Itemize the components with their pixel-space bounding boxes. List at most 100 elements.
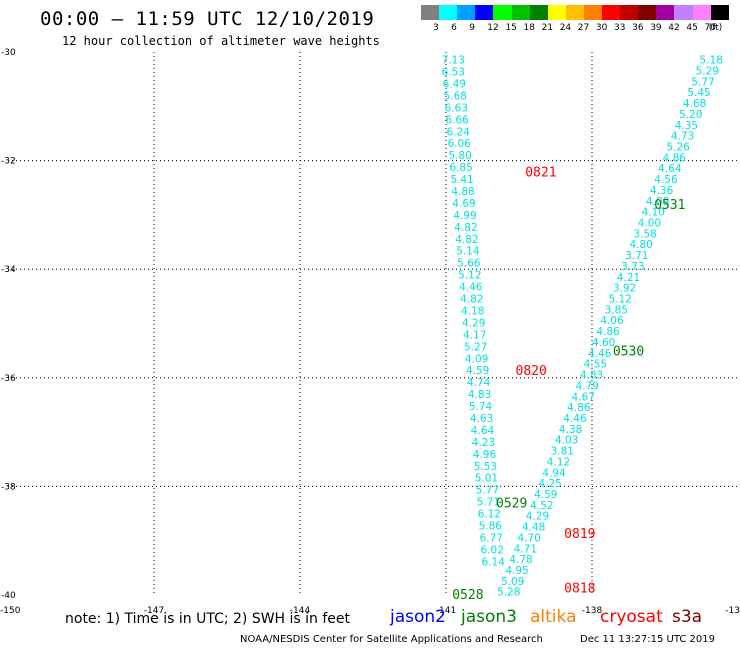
wave-height-value: 4.82	[454, 222, 477, 234]
wave-height-value: 4.79	[575, 380, 598, 392]
wave-height-value: 4.46	[563, 413, 587, 425]
wave-height-value: 6.66	[445, 114, 469, 126]
pass-time-label: 0531	[654, 198, 685, 213]
track-pass-0821-0819: 7.136.536.495.686.636.666.246.065.806.85…	[442, 55, 506, 569]
legend-swatch	[638, 5, 657, 20]
wave-height-value: 4.21	[617, 272, 640, 284]
wave-height-value: 4.38	[559, 424, 582, 436]
legend-swatch	[475, 5, 494, 20]
wave-height-value: 4.86	[596, 326, 620, 338]
wave-height-value: 6.53	[442, 67, 465, 79]
wave-height-value: 4.12	[547, 456, 570, 468]
legend-swatch	[511, 5, 531, 20]
legend-swatch	[421, 5, 440, 20]
altimeter-tracks: 7.136.536.495.686.636.666.246.065.806.85…	[442, 55, 723, 599]
legend-swatch	[620, 5, 639, 20]
wave-height-value: 4.99	[453, 210, 476, 222]
wave-height-value: 4.17	[463, 329, 486, 341]
wave-height-value: 7.13	[442, 55, 465, 67]
satellite-altika: altika	[530, 607, 577, 627]
wave-height-value: 4.94	[542, 467, 566, 479]
legend-label: 39	[650, 23, 662, 33]
satellite-jason3: jason3	[461, 607, 517, 627]
lat-tick-label: -36	[1, 374, 16, 384]
wave-height-value: 4.63	[470, 413, 493, 425]
wave-height-value: 4.25	[538, 478, 561, 490]
wave-height-value: 3.85	[605, 304, 628, 316]
wave-height-value: 6.14	[482, 556, 506, 568]
legend-swatch	[493, 5, 512, 20]
legend-label: 21	[541, 23, 554, 33]
wave-height-value: 6.77	[480, 532, 503, 544]
legend-label: 70	[704, 23, 716, 33]
wave-height-value: 5.68	[444, 90, 467, 102]
legend-label: 42	[668, 23, 680, 33]
map-title: 00:00 – 11:59 UTC 12/10/2019	[40, 8, 375, 30]
wave-height-value: 4.88	[451, 186, 474, 198]
lon-tick-label: -141	[436, 606, 456, 616]
wave-height-value: 4.18	[461, 305, 484, 317]
wave-height-value: 4.83	[580, 370, 603, 382]
wave-height-value: 4.64	[471, 425, 495, 437]
lat-tick-label: -34	[1, 265, 16, 275]
wave-height-value: 5.66	[457, 258, 481, 270]
wave-height-value: 4.96	[473, 449, 497, 461]
wave-height-value: 4.73	[671, 131, 694, 143]
track-pass-0531-0528: 5.185.295.775.454.685.204.354.735.264.86…	[497, 55, 723, 599]
wave-height-value: 4.68	[683, 98, 706, 110]
wave-height-value: 5.74	[469, 401, 493, 413]
wave-height-value: 4.56	[654, 174, 678, 186]
wave-height-value: 4.83	[468, 389, 491, 401]
wave-height-value: 6.12	[478, 509, 501, 521]
legend-swatch	[529, 5, 549, 20]
wave-height-value: 5.71	[477, 497, 500, 509]
wave-height-value: 5.09	[501, 576, 524, 588]
legend-label: 9	[469, 23, 475, 33]
wave-height-value: 5.20	[679, 109, 702, 121]
legend-swatch	[710, 5, 730, 20]
wave-height-value: 4.64	[658, 163, 682, 175]
wave-height-value: 4.59	[534, 489, 557, 501]
legend-swatch	[674, 5, 693, 20]
wave-height-value: 5.14	[456, 246, 480, 258]
wave-height-value: 5.45	[687, 87, 710, 99]
wave-height-value: 5.28	[497, 587, 520, 599]
satellite-jason2: jason2	[390, 607, 446, 627]
wave-height-value: 6.02	[481, 544, 504, 556]
wave-height-value: 3.71	[625, 250, 648, 262]
legend-label: 33	[614, 23, 626, 33]
wave-height-value: 5.26	[666, 141, 690, 153]
wave-height-value: 5.86	[479, 520, 503, 532]
satellite-s3a: s3a	[672, 607, 703, 627]
wave-height-value: 4.06	[600, 315, 624, 327]
wave-height-value: 4.69	[452, 198, 475, 210]
legend-swatch	[583, 5, 603, 20]
wave-height-value: 4.86	[567, 402, 591, 414]
lon-tick-label: -147	[144, 606, 164, 616]
wave-height-value: 3.73	[621, 261, 644, 273]
lon-tick-label: -13	[725, 606, 740, 616]
wave-height-value: 4.67	[572, 391, 595, 403]
wave-height-value: 5.18	[700, 55, 723, 67]
wave-height-value: 4.23	[472, 437, 495, 449]
wave-height-value: 4.36	[650, 185, 674, 197]
wave-height-value: 4.29	[526, 511, 549, 523]
legend-swatch	[656, 5, 675, 20]
wave-height-value: 4.09	[646, 196, 669, 208]
lat-lon-grid	[8, 52, 738, 595]
lon-tick-label: -150	[0, 606, 21, 616]
wave-height-value: 3.81	[551, 446, 574, 458]
wave-height-value: 6.24	[446, 126, 470, 138]
wave-height-value: 4.00	[638, 218, 661, 230]
wave-height-value: 4.55	[584, 359, 607, 371]
map-subtitle: 12 hour collection of altimeter wave hei…	[62, 34, 380, 48]
wave-height-value: 4.71	[514, 543, 537, 555]
legend-label: 36	[632, 23, 644, 33]
wave-height-value: 4.48	[522, 522, 545, 534]
wave-height-value: 4.46	[588, 348, 612, 360]
legend-swatch	[565, 5, 585, 20]
wave-height-value: 5.29	[696, 65, 719, 77]
wave-height-value: 4.10	[642, 207, 665, 219]
pass-time-label: 0529	[496, 497, 527, 512]
